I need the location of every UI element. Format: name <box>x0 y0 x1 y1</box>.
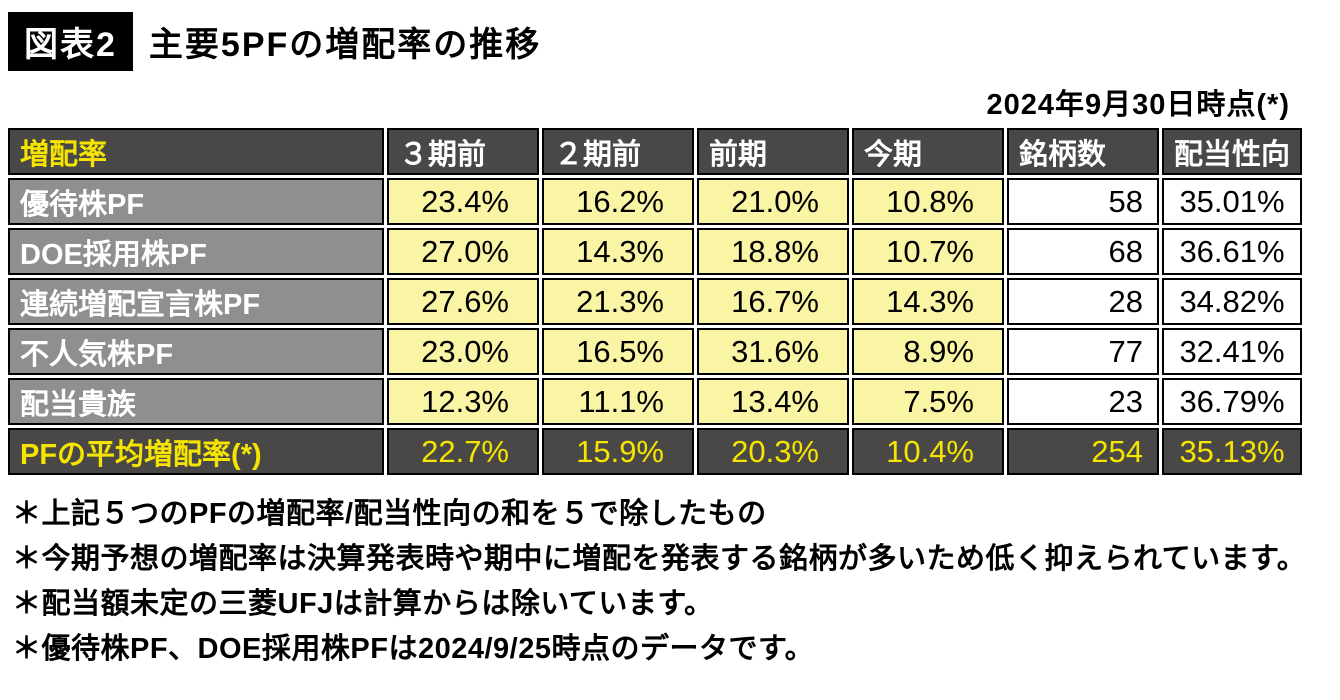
column-header-num-stocks: 銘柄数 <box>1007 128 1159 175</box>
average-value-cell: 10.4% <box>852 428 1004 475</box>
dividend-increase-table: 増配率 ３期前 ２期前 前期 今期 銘柄数 配当性向 優待株PF 23.4% 1… <box>5 125 1305 478</box>
average-value-cell: 15.9% <box>542 428 694 475</box>
value-cell: 16.5% <box>542 328 694 375</box>
value-cell: 14.3% <box>852 278 1004 325</box>
value-cell: 12.3% <box>387 378 539 425</box>
column-header-2-periods-ago: ２期前 <box>542 128 694 175</box>
value-cell: 8.9% <box>852 328 1004 375</box>
value-cell: 13.4% <box>697 378 849 425</box>
value-cell: 16.7% <box>697 278 849 325</box>
table-row: 不人気株PF 23.0% 16.5% 31.6% 8.9% 77 32.41% <box>8 328 1303 375</box>
column-header-prev-period: 前期 <box>697 128 849 175</box>
column-header-3-periods-ago: ３期前 <box>387 128 539 175</box>
stock-count-cell: 77 <box>1007 328 1159 375</box>
payout-ratio-cell: 32.41% <box>1162 328 1303 375</box>
average-payout-ratio-cell: 35.13% <box>1162 428 1303 475</box>
as-of-date: 2024年9月30日時点(*) <box>986 89 1290 121</box>
payout-ratio-cell: 36.79% <box>1162 378 1303 425</box>
row-label: 配当貴族 <box>8 378 384 425</box>
page-title: 主要5PFの増配率の推移 <box>148 26 542 64</box>
footnote-line: ＊上記５つのPFの増配率/配当性向の和を５で除したもの <box>12 498 767 530</box>
footnotes: ＊上記５つのPFの増配率/配当性向の和を５で除したもの ＊今期予想の増配率は決算… <box>0 492 1340 672</box>
payout-ratio-cell: 35.01% <box>1162 178 1303 225</box>
value-cell: 27.6% <box>387 278 539 325</box>
figure-header: 図表2 主要5PFの増配率の推移 <box>0 0 1340 71</box>
value-cell: 11.1% <box>542 378 694 425</box>
table-average-row: PFの平均増配率(*) 22.7% 15.9% 20.3% 10.4% 254 … <box>8 428 1303 475</box>
value-cell: 31.6% <box>697 328 849 375</box>
value-cell: 27.0% <box>387 228 539 275</box>
value-cell: 16.2% <box>542 178 694 225</box>
average-value-cell: 22.7% <box>387 428 539 475</box>
table-row: 連続増配宣言株PF 27.6% 21.3% 16.7% 14.3% 28 34.… <box>8 278 1303 325</box>
table-row: DOE採用株PF 27.0% 14.3% 18.8% 10.7% 68 36.6… <box>8 228 1303 275</box>
value-cell: 23.4% <box>387 178 539 225</box>
footnote-line: ＊今期予想の増配率は決算発表時や期中に増配を発表する銘柄が多いため低く抑えられて… <box>12 543 1307 575</box>
row-label: 不人気株PF <box>8 328 384 375</box>
row-label: DOE採用株PF <box>8 228 384 275</box>
row-label: 連続増配宣言株PF <box>8 278 384 325</box>
row-label: 優待株PF <box>8 178 384 225</box>
figure-badge: 図表2 <box>8 12 133 71</box>
footnote-line: ＊配当額未定の三菱UFJは計算からは除いています。 <box>12 588 714 620</box>
average-stock-count-cell: 254 <box>1007 428 1159 475</box>
stock-count-cell: 68 <box>1007 228 1159 275</box>
value-cell: 14.3% <box>542 228 694 275</box>
footnote-line: ＊優待株PF、DOE採用株PFは2024/9/25時点のデータです。 <box>12 633 815 665</box>
stock-count-cell: 58 <box>1007 178 1159 225</box>
value-cell: 10.7% <box>852 228 1004 275</box>
value-cell: 23.0% <box>387 328 539 375</box>
value-cell: 21.3% <box>542 278 694 325</box>
value-cell: 18.8% <box>697 228 849 275</box>
average-row-label: PFの平均増配率(*) <box>8 428 384 475</box>
table-row: 優待株PF 23.4% 16.2% 21.0% 10.8% 58 35.01% <box>8 178 1303 225</box>
average-value-cell: 20.3% <box>697 428 849 475</box>
column-header-increase-rate: 増配率 <box>8 128 384 175</box>
value-cell: 10.8% <box>852 178 1004 225</box>
table-row: 配当貴族 12.3% 11.1% 13.4% 7.5% 23 36.79% <box>8 378 1303 425</box>
column-header-current-period: 今期 <box>852 128 1004 175</box>
payout-ratio-cell: 36.61% <box>1162 228 1303 275</box>
value-cell: 7.5% <box>852 378 1004 425</box>
payout-ratio-cell: 34.82% <box>1162 278 1303 325</box>
stock-count-cell: 23 <box>1007 378 1159 425</box>
table-header-row: 増配率 ３期前 ２期前 前期 今期 銘柄数 配当性向 <box>8 128 1303 175</box>
stock-count-cell: 28 <box>1007 278 1159 325</box>
value-cell: 21.0% <box>697 178 849 225</box>
column-header-payout-ratio: 配当性向 <box>1162 128 1303 175</box>
